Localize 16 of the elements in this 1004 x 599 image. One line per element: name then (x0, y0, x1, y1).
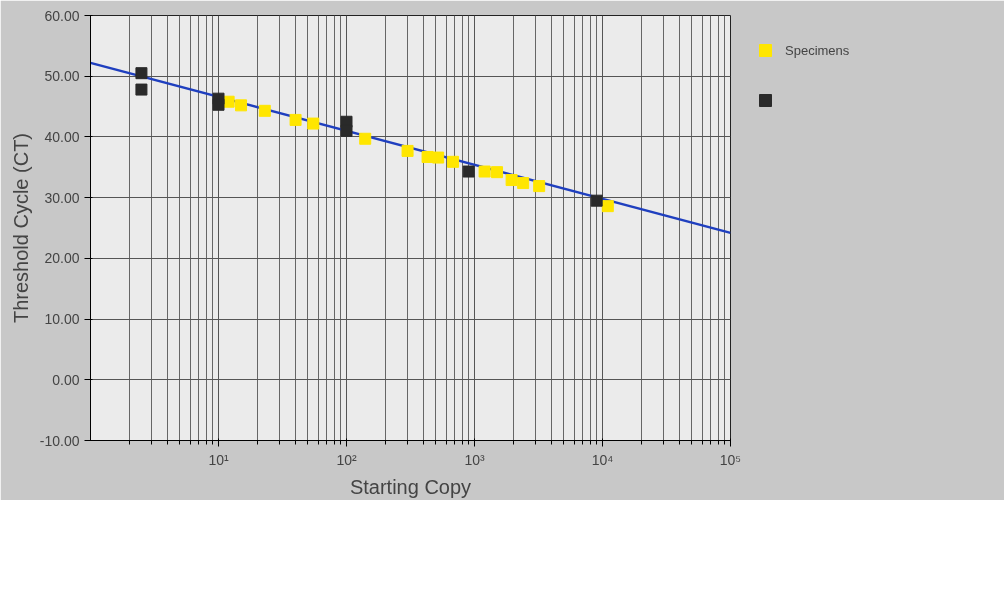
y-tick-label: 30.00 (44, 189, 80, 206)
y-tick-label: 60.00 (44, 7, 80, 24)
y-tick-label: 20.00 (44, 250, 80, 267)
y-axis-title: Threshold Cycle (CT) (9, 132, 32, 324)
y-tick-label: 40.00 (44, 128, 80, 145)
legend-label: Specimens (785, 42, 850, 58)
x-tick-label: 10⁵ (719, 451, 742, 468)
y-tick-label: -10.00 (39, 432, 80, 449)
x-axis-title: Starting Copy (349, 475, 472, 498)
x-tick-label: 10⁴ (591, 451, 614, 468)
x-tick-label: 10³ (464, 451, 485, 468)
y-tick-label: 50.00 (44, 68, 80, 85)
y-tick-label: 0.00 (52, 371, 80, 388)
x-tick-label: 10² (336, 451, 357, 468)
x-tick-label: 10¹ (208, 451, 229, 468)
y-tick-label: 10.00 (44, 311, 80, 328)
